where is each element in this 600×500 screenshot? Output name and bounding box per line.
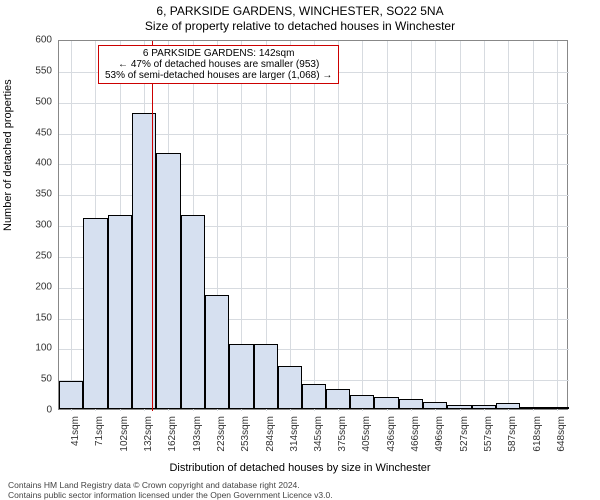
histogram-bar: [156, 153, 181, 409]
histogram-bar: [302, 384, 327, 409]
gridline-v: [508, 41, 509, 411]
histogram-bar: [545, 407, 569, 409]
histogram-bar: [399, 399, 423, 409]
ytick-label: 600: [12, 35, 52, 46]
gridline-v: [338, 41, 339, 411]
chart-container: 6, PARKSIDE GARDENS, WINCHESTER, SO22 5N…: [0, 0, 600, 500]
ytick-label: 300: [12, 220, 52, 231]
xtick-label: 527sqm: [459, 416, 470, 452]
gridline-v: [290, 41, 291, 411]
histogram-bar: [254, 344, 278, 409]
histogram-bar: [520, 407, 545, 409]
annotation-line3: 53% of semi-detached houses are larger (…: [105, 70, 332, 81]
xtick-label: 466sqm: [410, 416, 421, 452]
histogram-bar: [350, 395, 374, 409]
gridline-v: [557, 41, 558, 411]
xtick-label: 496sqm: [434, 416, 445, 452]
histogram-bar: [181, 215, 205, 409]
histogram-bar: [83, 218, 108, 409]
xtick-label: 41sqm: [70, 416, 81, 446]
ytick-label: 150: [12, 312, 52, 323]
ytick-label: 250: [12, 250, 52, 261]
annotation-line1: 6 PARKSIDE GARDENS: 142sqm: [105, 48, 332, 59]
histogram-bar: [108, 215, 132, 409]
ytick-label: 500: [12, 96, 52, 107]
histogram-bar: [472, 405, 496, 409]
annotation-box: 6 PARKSIDE GARDENS: 142sqm ← 47% of deta…: [98, 45, 339, 84]
ytick-label: 400: [12, 158, 52, 169]
gridline-v: [435, 41, 436, 411]
gridline-v: [533, 41, 534, 411]
histogram-bar: [205, 295, 229, 409]
xtick-label: 405sqm: [361, 416, 372, 452]
chart-address-title: 6, PARKSIDE GARDENS, WINCHESTER, SO22 5N…: [0, 4, 600, 18]
xtick-label: 132sqm: [143, 416, 154, 452]
gridline-v: [387, 41, 388, 411]
chart-subtitle: Size of property relative to detached ho…: [0, 19, 600, 33]
gridline-v: [460, 41, 461, 411]
histogram-bar: [447, 405, 472, 409]
title-area: 6, PARKSIDE GARDENS, WINCHESTER, SO22 5N…: [0, 0, 600, 33]
xtick-label: 345sqm: [313, 416, 324, 452]
gridline-v: [484, 41, 485, 411]
ytick-label: 350: [12, 189, 52, 200]
histogram-bar: [496, 403, 520, 409]
gridline-v: [411, 41, 412, 411]
reference-line: [152, 41, 153, 411]
xtick-label: 162sqm: [167, 416, 178, 452]
xtick-label: 102sqm: [119, 416, 130, 452]
x-axis-label: Distribution of detached houses by size …: [0, 462, 600, 474]
xtick-label: 436sqm: [386, 416, 397, 452]
xtick-label: 223sqm: [216, 416, 227, 452]
annotation-line2: ← 47% of detached houses are smaller (95…: [105, 59, 332, 70]
histogram-bar: [278, 366, 302, 409]
xtick-label: 648sqm: [556, 416, 567, 452]
ytick-label: 50: [12, 374, 52, 385]
histogram-bar: [374, 397, 399, 409]
gridline-v: [314, 41, 315, 411]
plot-region: [58, 40, 568, 410]
xtick-label: 193sqm: [192, 416, 203, 452]
ytick-label: 200: [12, 281, 52, 292]
xtick-label: 587sqm: [507, 416, 518, 452]
xtick-label: 375sqm: [337, 416, 348, 452]
histogram-bar: [326, 389, 350, 409]
footer-attribution: Contains HM Land Registry data © Crown c…: [8, 481, 333, 500]
histogram-bar: [59, 381, 83, 409]
xtick-label: 314sqm: [289, 416, 300, 452]
xtick-label: 71sqm: [94, 416, 105, 446]
xtick-label: 557sqm: [483, 416, 494, 452]
chart-area: 6 PARKSIDE GARDENS: 142sqm ← 47% of deta…: [58, 40, 568, 410]
gridline-v: [71, 41, 72, 411]
gridline-v: [362, 41, 363, 411]
histogram-bar: [423, 402, 447, 409]
ytick-label: 0: [12, 405, 52, 416]
xtick-label: 284sqm: [265, 416, 276, 452]
xtick-label: 253sqm: [240, 416, 251, 452]
ytick-label: 100: [12, 343, 52, 354]
histogram-bar: [229, 344, 254, 409]
ytick-label: 450: [12, 127, 52, 138]
footer-line2: Contains public sector information licen…: [8, 491, 333, 500]
xtick-label: 618sqm: [532, 416, 543, 452]
ytick-label: 550: [12, 65, 52, 76]
